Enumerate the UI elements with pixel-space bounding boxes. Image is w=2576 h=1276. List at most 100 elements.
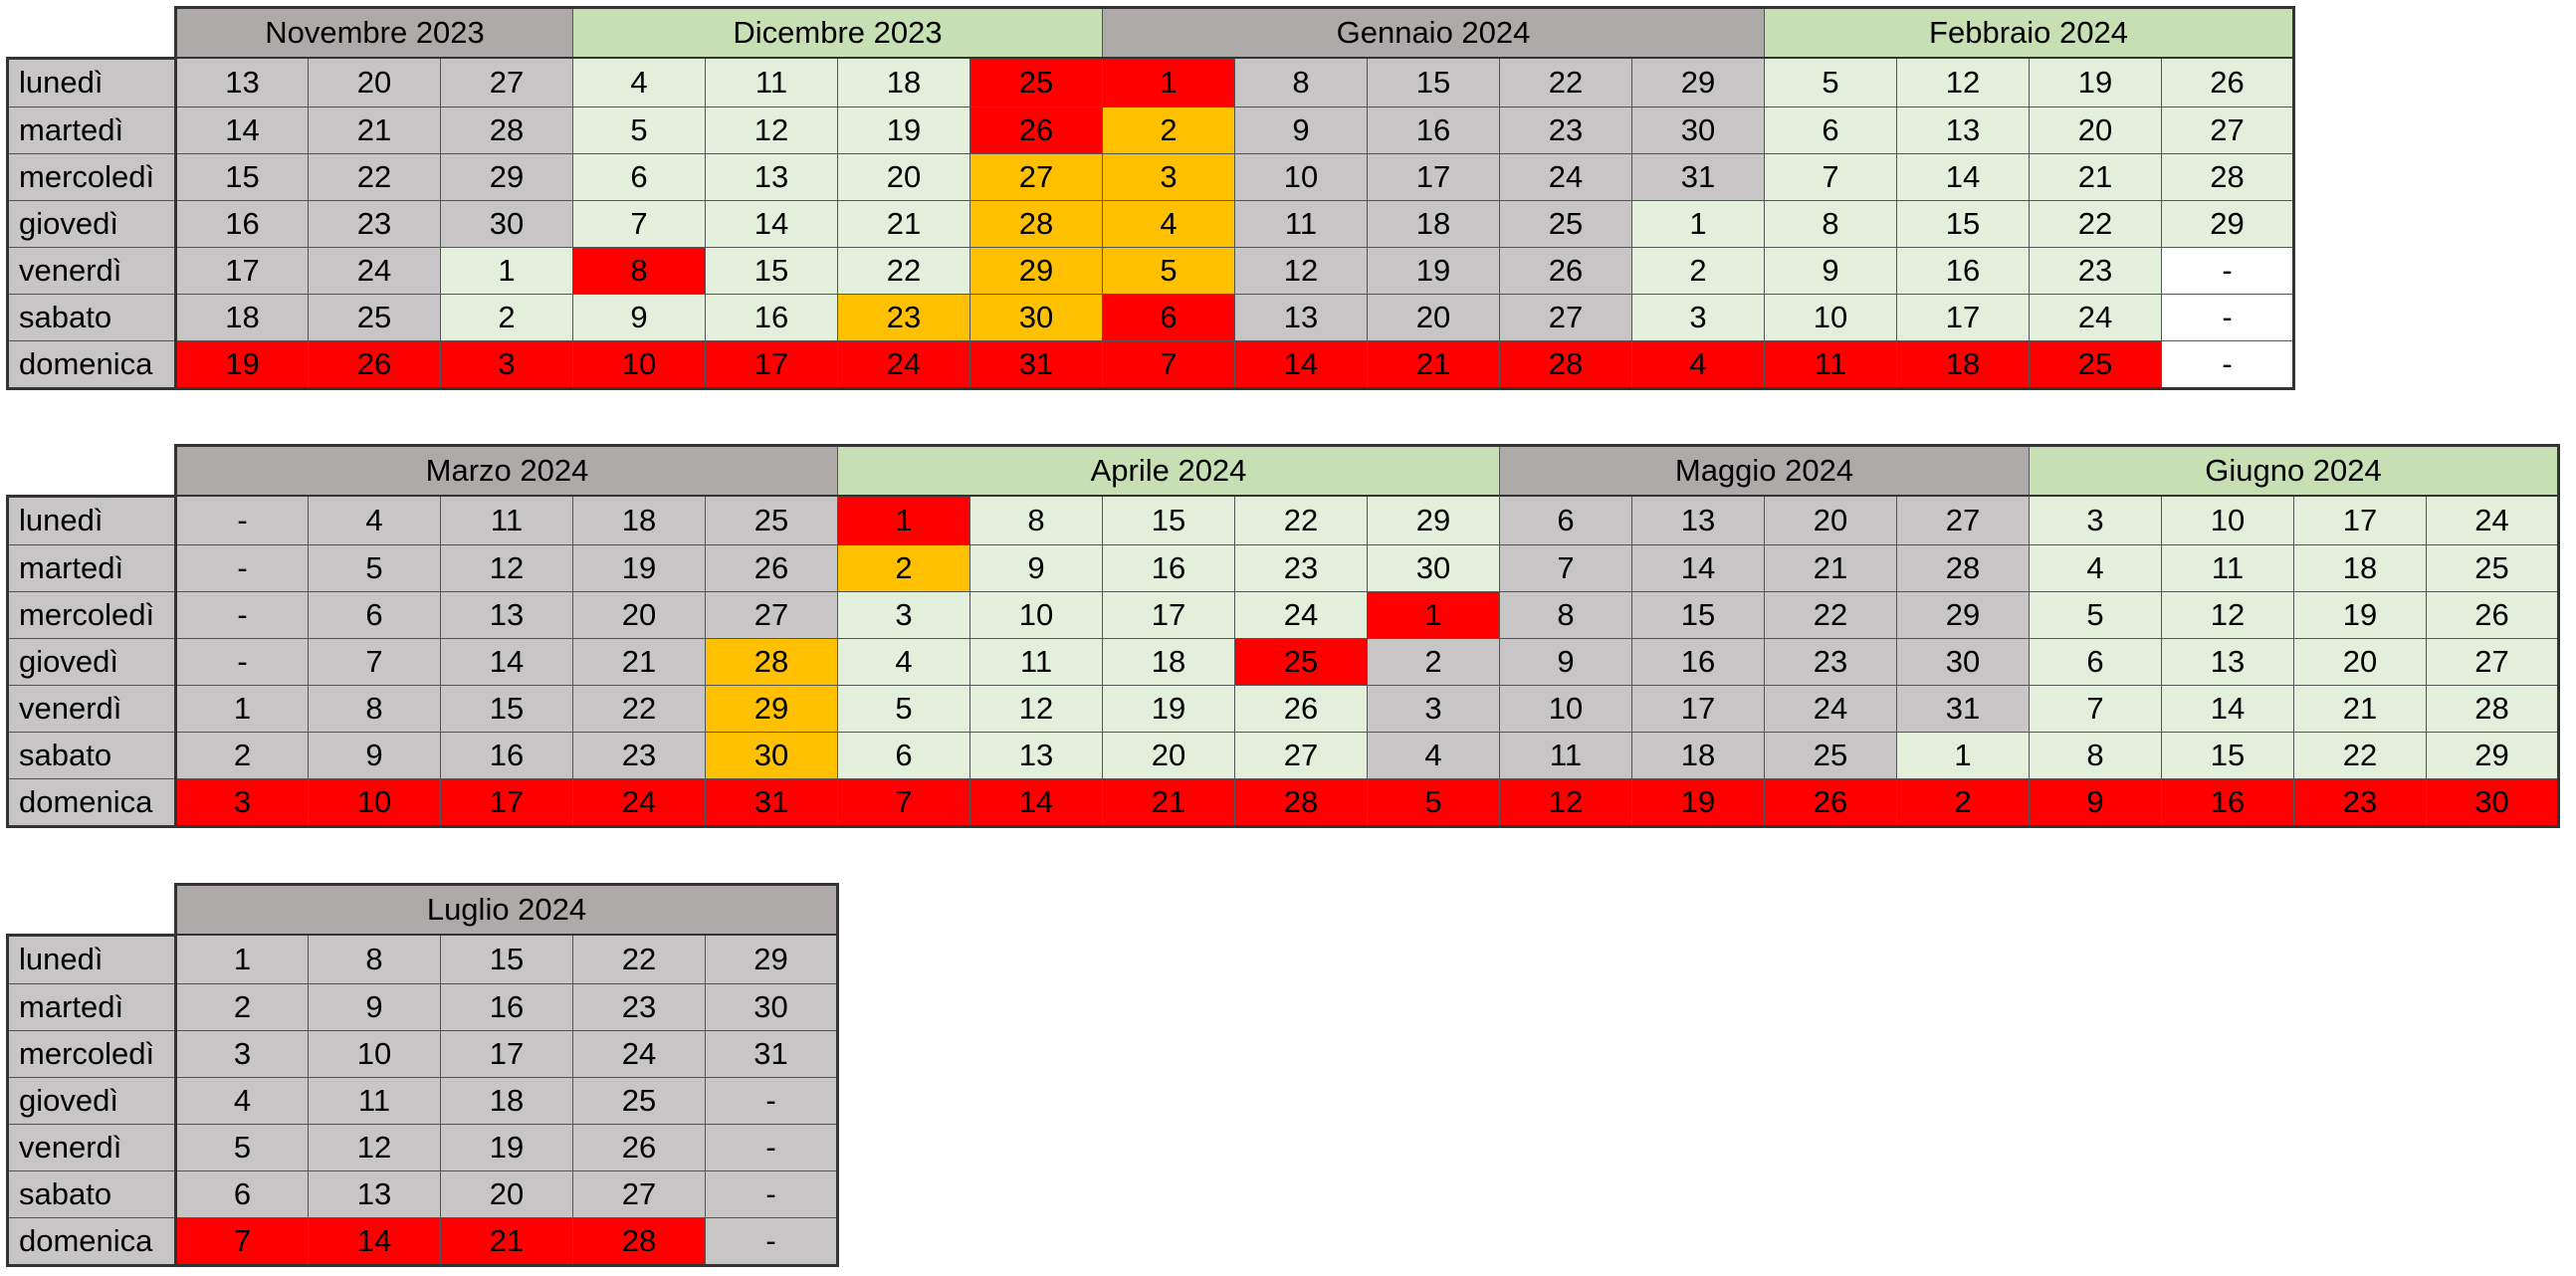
date-cell: 25 — [1234, 637, 1368, 686]
date-cell: 25 — [705, 495, 838, 545]
date-cell: 26 — [2161, 57, 2295, 107]
date-cell: 13 — [1896, 106, 2030, 154]
date-cell: 18 — [1631, 731, 1765, 779]
date-cell: 22 — [572, 684, 706, 733]
date-cell: 6 — [1499, 495, 1632, 545]
date-cell: 15 — [440, 684, 573, 733]
date-cell: 27 — [1896, 495, 2030, 545]
date-cell: 16 — [1896, 246, 2030, 295]
date-cell: 10 — [1764, 293, 1897, 341]
date-cell: 15 — [705, 246, 838, 295]
date-cell: 8 — [572, 246, 706, 295]
date-cell: 16 — [705, 293, 838, 341]
day-label: mercoledì — [6, 1029, 177, 1078]
week-day-row: sabato 6 13 20 27- — [6, 1170, 839, 1218]
date-cell: 1 — [175, 934, 309, 984]
date-cell: 23 — [837, 293, 970, 341]
date-cell: 13 — [969, 731, 1103, 779]
week-day-row: lunedì 13 20 27 4 11 18 25 1 8 15 22 29 5 12 19 26 — [6, 56, 2295, 107]
date-cell: 9 — [1234, 106, 1368, 154]
date-cell: 19 — [2293, 590, 2427, 639]
date-cell: 13 — [1631, 495, 1765, 545]
week-day-row: mercoledì 3 10 17 24 31 — [6, 1029, 839, 1078]
date-cell: 26 — [1234, 684, 1368, 733]
date-cell: 25 — [572, 1076, 706, 1125]
date-cell: 19 — [1102, 684, 1235, 733]
date-cell: 29 — [2426, 731, 2560, 779]
date-cell: 15 — [1367, 57, 1500, 107]
month-header: Dicembre 2023 — [572, 6, 1103, 59]
month-header: Giugno 2024 — [2029, 444, 2560, 497]
date-cell: 6 — [308, 590, 441, 639]
date-cell: 12 — [1499, 777, 1632, 828]
date-cell: 23 — [572, 982, 706, 1031]
date-cell: 13 — [440, 590, 573, 639]
date-cell: 4 — [175, 1076, 309, 1125]
date-cell: 29 — [705, 684, 838, 733]
date-cell: - — [705, 1076, 839, 1125]
date-cell: 21 — [1764, 543, 1897, 592]
date-cell: 30 — [2426, 777, 2560, 828]
date-cell: 10 — [2161, 495, 2294, 545]
date-cell: 2 — [175, 982, 309, 1031]
date-cell: 12 — [1896, 57, 2030, 107]
week-day-row: giovedì 4 11 18 25- — [6, 1076, 839, 1125]
date-cell: 31 — [1896, 684, 2030, 733]
date-cell: 17 — [175, 246, 309, 295]
date-cell: 25 — [1764, 731, 1897, 779]
date-cell: 28 — [572, 1216, 706, 1267]
date-cell: 4 — [1631, 339, 1765, 390]
date-cell: 22 — [2293, 731, 2427, 779]
date-cell: 28 — [1234, 777, 1368, 828]
date-cell: 10 — [572, 339, 706, 390]
date-cell: 20 — [1102, 731, 1235, 779]
date-cell: 27 — [1234, 731, 1368, 779]
date-cell: - — [175, 543, 309, 592]
date-cell: 11 — [705, 57, 838, 107]
date-cell: 10 — [1234, 152, 1368, 201]
date-cell: 21 — [308, 106, 441, 154]
date-cell: 11 — [1234, 199, 1368, 248]
date-cell: 3 — [175, 1029, 309, 1078]
date-cell: 8 — [308, 934, 441, 984]
date-cell: 23 — [2293, 777, 2427, 828]
date-cell: 16 — [1631, 637, 1765, 686]
week-day-row: venerdì 1 8 15 22 29 5 12 19 26 3 10 17 24 31 7 14 21 28 — [6, 684, 2560, 733]
day-label: sabato — [6, 293, 177, 341]
day-label: sabato — [6, 731, 177, 779]
date-cell: 27 — [1499, 293, 1632, 341]
date-cell: 11 — [1764, 339, 1897, 390]
month-header: Aprile 2024 — [837, 444, 1500, 497]
day-label: domenica — [6, 1216, 177, 1267]
date-cell: 7 — [1764, 152, 1897, 201]
date-cell: 11 — [2161, 543, 2294, 592]
date-cell: 19 — [837, 106, 970, 154]
date-cell: 23 — [2029, 246, 2162, 295]
date-cell: 8 — [1499, 590, 1632, 639]
date-cell: 20 — [572, 590, 706, 639]
date-cell: 5 — [1764, 57, 1897, 107]
date-cell: 29 — [440, 152, 573, 201]
date-cell: 14 — [440, 637, 573, 686]
date-cell: 22 — [1234, 495, 1368, 545]
date-cell: - — [2161, 246, 2295, 295]
date-cell: 12 — [1234, 246, 1368, 295]
corner-empty — [8, 446, 176, 497]
date-cell: 4 — [1367, 731, 1500, 779]
date-cell: 25 — [308, 293, 441, 341]
date-cell: 17 — [1102, 590, 1235, 639]
date-cell: 10 — [1499, 684, 1632, 733]
month-header: Luglio 2024 — [174, 883, 839, 936]
date-cell: 24 — [1234, 590, 1368, 639]
date-cell: 17 — [1367, 152, 1500, 201]
date-cell: - — [705, 1216, 839, 1267]
date-cell: 24 — [308, 246, 441, 295]
day-label: giovedì — [6, 637, 177, 686]
date-cell: 12 — [705, 106, 838, 154]
date-cell: 13 — [2161, 637, 2294, 686]
date-cell: 4 — [2029, 543, 2162, 592]
date-cell: 13 — [705, 152, 838, 201]
date-cell: 18 — [175, 293, 309, 341]
calendar-table-nov-feb: Novembre 2023 Dicembre 2023 Gennaio 2024 Fe… — [6, 6, 2295, 390]
date-cell: 12 — [2161, 590, 2294, 639]
